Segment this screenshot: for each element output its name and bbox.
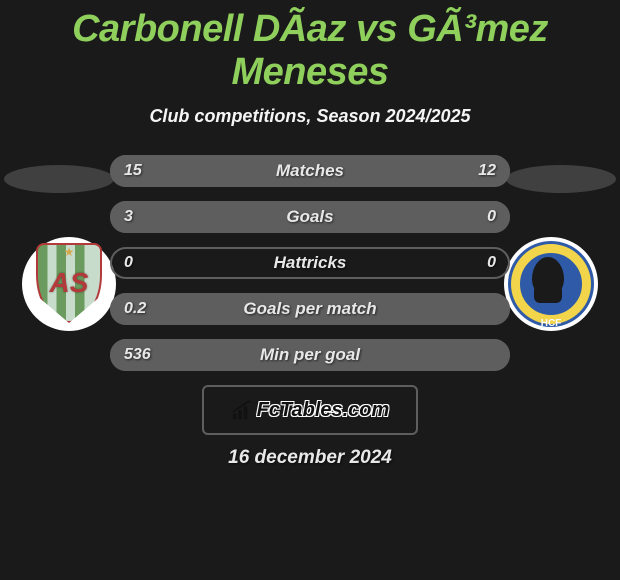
stat-value-left: 3 [124, 208, 133, 226]
stat-value-right: 12 [478, 162, 496, 180]
right-shadow-ellipse [506, 165, 616, 193]
stat-row: 0.2 Goals per match [110, 293, 510, 325]
subtitle: Club competitions, Season 2024/2025 [0, 106, 620, 127]
left-shadow-ellipse [4, 165, 114, 193]
stat-row: 3 0 Goals [110, 201, 510, 233]
brand-box[interactable]: FcTables.com [202, 385, 418, 435]
stat-value-left: 0 [124, 254, 133, 272]
date-text: 16 december 2024 [0, 447, 620, 469]
left-crest-star-icon: ★ [64, 245, 75, 259]
content-wrap: ★ AS HCF 15 12 Matches 3 0 Goals 0 0 Hattricks 0.… [0, 155, 620, 469]
stat-row: 536 Min per goal [110, 339, 510, 371]
stat-bar-left [110, 155, 402, 187]
stat-rows: 15 12 Matches 3 0 Goals 0 0 Hattricks 0.2 Goals pe… [110, 155, 510, 371]
chart-icon [231, 399, 253, 421]
brand-text: FcTables.com [257, 399, 390, 422]
left-crest-letters: AS [50, 267, 89, 299]
right-crest-letters: HCF [541, 318, 562, 329]
main-container: Carbonell DÃ­az vs GÃ³mez Meneses Club c… [0, 0, 620, 469]
stat-value-right: 0 [487, 208, 496, 226]
stat-value-left: 536 [124, 346, 151, 364]
stat-label: Hattricks [274, 253, 347, 273]
page-title: Carbonell DÃ­az vs GÃ³mez Meneses [0, 8, 620, 94]
right-crest-neck-icon [534, 289, 562, 303]
stat-label: Min per goal [260, 345, 360, 365]
right-club-crest: HCF [504, 237, 598, 331]
stat-value-left: 0.2 [124, 300, 146, 318]
stat-label: Matches [276, 161, 344, 181]
stat-label: Goals [286, 207, 333, 227]
stat-value-right: 0 [487, 254, 496, 272]
stat-value-left: 15 [124, 162, 142, 180]
stat-row: 0 0 Hattricks [110, 247, 510, 279]
stat-row: 15 12 Matches [110, 155, 510, 187]
stat-label: Goals per match [243, 299, 376, 319]
left-club-crest: ★ AS [22, 237, 116, 331]
